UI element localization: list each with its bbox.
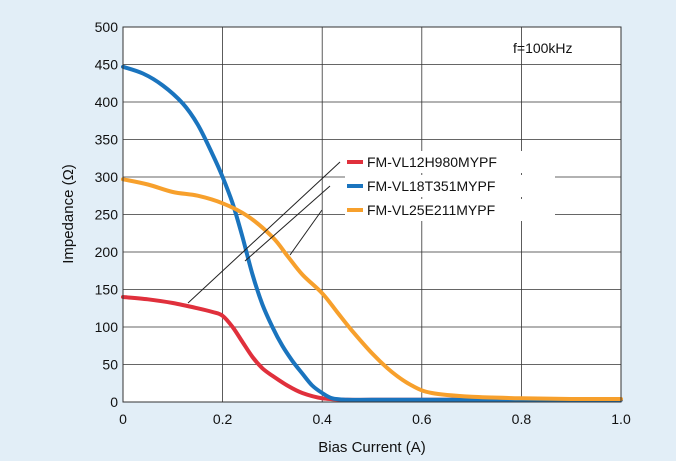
x-axis-label: Bias Current (A) <box>318 439 426 456</box>
x-tick-label: 0.2 <box>213 411 233 427</box>
series-line-2 <box>121 64 623 402</box>
y-tick-label: 450 <box>95 57 119 73</box>
legend-label: FM-VL12H980MYPF <box>367 154 497 170</box>
y-tick-label: 500 <box>95 19 119 35</box>
y-tick-label: 300 <box>95 169 119 185</box>
leader-line <box>187 161 341 304</box>
y-tick-label: 350 <box>95 132 119 148</box>
legend: FM-VL12H980MYPF FM-VL18T351MYPF FM-VL25E21… <box>345 151 555 221</box>
y-tick-label: 50 <box>102 357 118 373</box>
y-tick-label: 250 <box>95 207 119 223</box>
series-line-3 <box>121 177 623 402</box>
frequency-annotation: f=100kHz <box>513 40 573 56</box>
plot-border <box>122 26 622 403</box>
y-tick-label: 100 <box>95 319 119 335</box>
legend-label: FM-VL18T351MYPF <box>367 178 495 194</box>
x-tick-label: 0.4 <box>312 411 332 427</box>
legend-leader-lines <box>187 161 341 304</box>
y-tick-label: 400 <box>95 94 119 110</box>
y-tick-label: 0 <box>110 394 118 410</box>
legend-item-bg <box>345 175 555 197</box>
x-tick-label: 0.8 <box>512 411 532 427</box>
y-axis-label: Impedance (Ω) <box>60 164 77 264</box>
legend-item-bg <box>345 151 555 173</box>
y-tick-label: 200 <box>95 244 119 260</box>
x-tick-label: 0 <box>119 411 127 427</box>
x-tick-labels: 0 0.2 0.4 0.6 0.8 1.0 <box>119 411 631 427</box>
leader-line <box>244 185 331 262</box>
legend-label: FM-VL25E211MYPF <box>367 202 495 218</box>
leader-line <box>289 209 323 256</box>
x-tick-label: 0.6 <box>412 411 432 427</box>
y-tick-labels: 0 50 100 150 200 250 300 350 400 450 500 <box>95 19 119 410</box>
x-tick-label: 1.0 <box>611 411 631 427</box>
legend-item-bg <box>345 199 555 221</box>
y-tick-label: 150 <box>95 282 119 298</box>
series-lines <box>121 64 623 402</box>
